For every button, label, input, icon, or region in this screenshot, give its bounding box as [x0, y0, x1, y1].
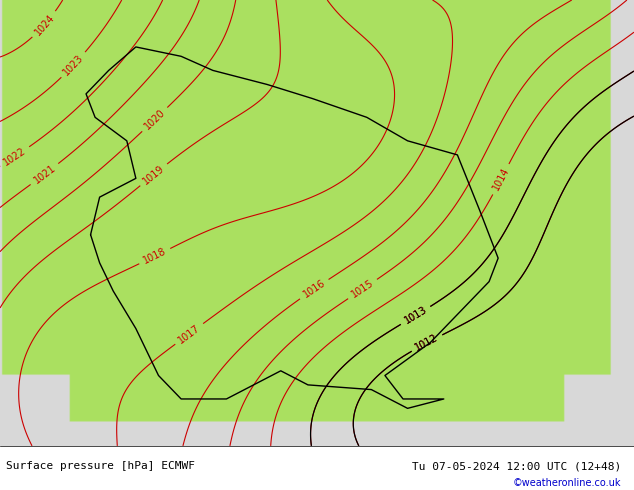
Text: ©weatheronline.co.uk: ©weatheronline.co.uk: [513, 478, 621, 488]
Text: 1022: 1022: [2, 146, 28, 168]
Text: 1021: 1021: [32, 163, 57, 186]
Text: 1012: 1012: [413, 333, 440, 353]
Text: 1023: 1023: [61, 52, 86, 77]
Text: 1012: 1012: [413, 333, 440, 353]
Text: 1020: 1020: [143, 107, 167, 132]
Text: 1017: 1017: [176, 322, 202, 345]
Text: 1014: 1014: [491, 166, 511, 193]
Text: 1016: 1016: [301, 278, 327, 300]
Text: Surface pressure [hPa] ECMWF: Surface pressure [hPa] ECMWF: [6, 462, 195, 471]
Text: Tu 07-05-2024 12:00 UTC (12+48): Tu 07-05-2024 12:00 UTC (12+48): [412, 462, 621, 471]
Text: 1013: 1013: [403, 305, 429, 326]
Text: 1015: 1015: [349, 278, 375, 300]
Text: 1013: 1013: [403, 305, 429, 326]
Text: 1024: 1024: [32, 12, 56, 37]
Text: 1018: 1018: [141, 246, 168, 266]
Text: 1019: 1019: [141, 163, 166, 186]
